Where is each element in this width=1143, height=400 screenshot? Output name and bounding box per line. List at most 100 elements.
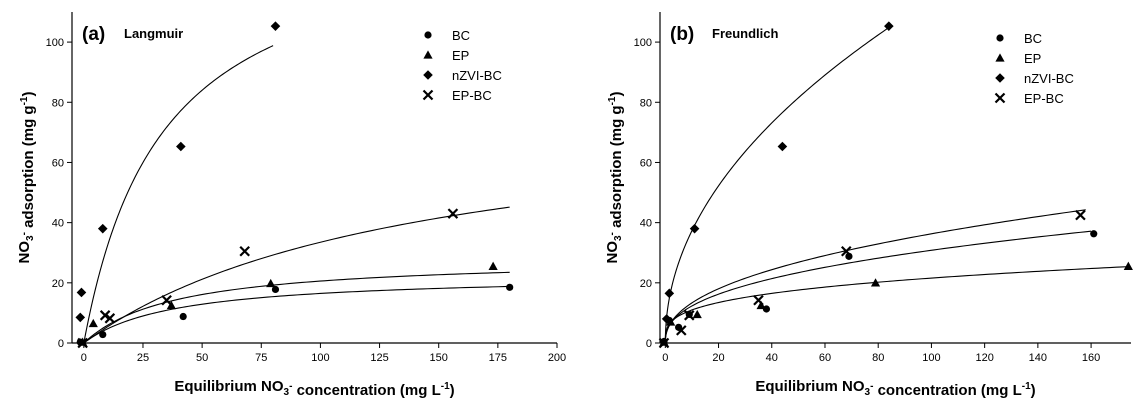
x-tick-label: 160 [1082,352,1100,364]
panel-model-name: Langmuir [124,26,183,41]
y-tick-label: 40 [52,218,64,230]
data-point [1090,230,1098,238]
data-point [777,141,788,152]
legend-label: EP [452,48,469,63]
fit-curve-bc [83,285,510,344]
data-point [179,312,187,321]
legend-label: BC [1024,31,1042,46]
x-tick-label: 0 [662,352,668,364]
x-tick-label: 25 [137,352,149,364]
x-axis-label: Equilibrium NO3- concentration (mg L-1) [755,378,1035,399]
series-ep-bc [77,208,459,349]
data-point [870,278,881,287]
data-point [97,223,108,234]
data-point [756,300,766,310]
y-tick-label: 60 [52,157,64,169]
x-tick-label: 200 [548,352,566,364]
panel-model-name: Freundlich [712,26,779,41]
data-point [76,287,87,298]
x-tick-label: 60 [819,352,831,364]
series-ep-bc [658,209,1086,349]
legend: BC EP nZVI-BC EP-BC [422,28,502,103]
y-tick-label: 80 [640,97,652,109]
y-tick-label: 0 [58,338,64,350]
data-point [104,313,116,324]
y-tick-label: 20 [52,278,64,290]
data-point [266,278,276,288]
y-tick-label: 40 [640,218,652,230]
fit-curve-bc [664,230,1092,343]
fit-curve-ep-bc [664,209,1086,343]
legend-label: nZVI-BC [1024,71,1074,86]
x-tick-label: 150 [430,352,448,364]
chart-panel-a: 0 25 50 75 100 125 150 175 200 0 20 40 60 80 100 Equili… [16,12,566,399]
data-point [692,309,702,319]
legend-label: BC [452,28,470,43]
y-tick-label: 100 [46,37,64,49]
y-axis-label: NO3- adsorption (mg g-1) [604,92,625,264]
data-point [884,21,894,31]
data-point [88,318,98,328]
data-point [166,300,176,310]
legend-label: EP-BC [452,88,492,103]
x-tick-label: 175 [489,352,507,364]
data-point [1123,261,1133,270]
series-nzvi-bc [75,21,281,323]
series-bc [76,283,514,346]
x-tick-label: 80 [872,352,884,364]
x-tick-label: 140 [1029,352,1047,364]
data-point [753,294,764,306]
series-ep [78,261,498,346]
x-tick-label: 50 [196,352,208,364]
data-point [270,21,281,31]
legend-label: EP [1024,51,1041,66]
y-axis-label: NO3- adsorption (mg g-1) [16,92,37,264]
data-point [271,285,280,294]
x-tick-label: 120 [975,352,993,364]
x-tick-label: 40 [766,352,778,364]
y-tick-label: 100 [634,37,652,49]
fit-curve-ep [664,266,1129,341]
y-tick-label: 80 [52,97,64,109]
panel-label: (b) [670,24,694,45]
x-tick-label: 100 [311,352,329,364]
y-tick-label: 0 [646,338,652,350]
data-point [239,245,250,257]
y-tick-label: 60 [640,157,652,169]
data-point [99,310,111,321]
y-tick-label: 20 [640,278,652,290]
x-tick-label: 100 [922,352,940,364]
legend: BC EP nZVI-BC EP-BC [994,31,1074,106]
data-point [840,245,852,257]
series-nzvi-bc [661,21,894,324]
fit-curve-ep [83,271,510,344]
x-tick-label: 75 [255,352,267,364]
data-point [683,310,695,321]
legend-marker [996,34,1004,42]
legend-marker [994,92,1006,104]
panel-label: (a) [82,24,105,45]
legend-marker [423,70,433,80]
data-point [447,208,459,219]
series-bc [660,230,1098,346]
data-point [488,261,498,270]
data-point [161,294,172,306]
x-tick-label: 0 [81,352,87,364]
chart-panel-b: 0 20 40 60 80 100 120 140 160 0 20 40 60 80 100 Equilib… [604,12,1133,399]
fit-curve-nzvi-bc [83,45,274,344]
legend-label: EP-BC [1024,91,1064,106]
legend-label: nZVI-BC [452,68,502,83]
x-tick-label: 125 [370,352,388,364]
fit-curve-ep-bc [83,206,510,344]
series-ep [659,261,1133,346]
x-axis-label: Equilibrium NO3- concentration (mg L-1) [174,378,454,399]
legend-marker [995,53,1005,62]
data-point [77,337,88,349]
data-point [75,312,86,323]
legend-marker [423,50,433,59]
data-point [506,283,514,291]
legend-marker [995,73,1005,83]
data-point [658,337,670,349]
data-point [666,317,676,326]
